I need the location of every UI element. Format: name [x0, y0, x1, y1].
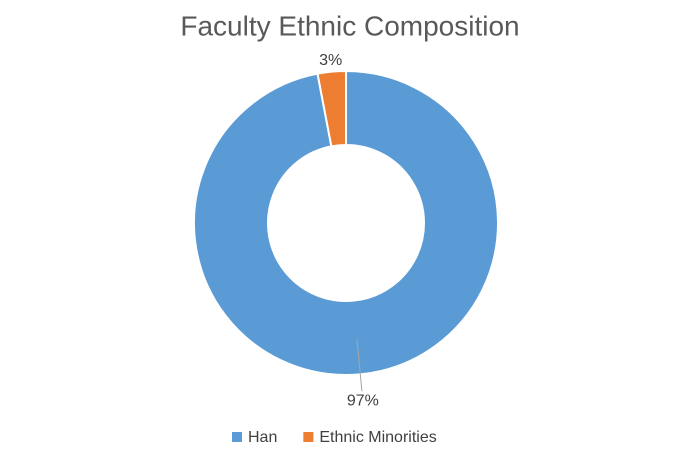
slice — [193, 69, 499, 376]
legend-label: Ethnic Minorities — [319, 429, 436, 446]
leader-line — [356, 339, 363, 392]
legend-swatch — [303, 432, 314, 442]
legend-label: Han — [248, 429, 277, 446]
data-label: 3% — [319, 52, 342, 69]
data-label: 97% — [347, 392, 379, 409]
legend-swatch — [232, 432, 242, 442]
chart-title: Faculty Ethnic Composition — [180, 10, 519, 41]
slice — [316, 69, 347, 148]
